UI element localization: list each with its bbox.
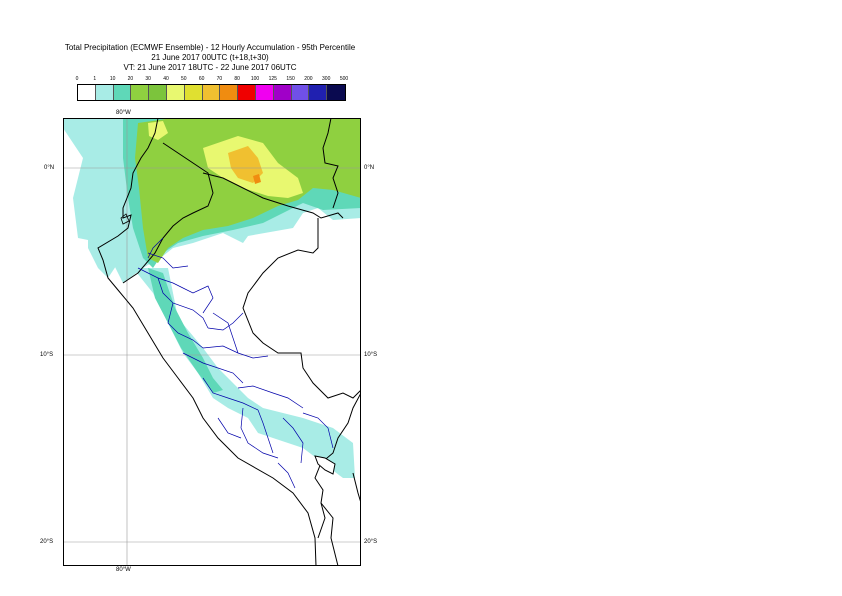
legend-label: 125 [268, 76, 277, 82]
legend-swatch [166, 85, 185, 100]
legend-label: 60 [198, 76, 205, 82]
precip-area-yellowgreen-small [148, 121, 168, 140]
map-canvas [63, 117, 362, 567]
precip-area-light-west [88, 228, 118, 278]
border-ecuador-peru [122, 142, 214, 284]
legend-label: 1 [93, 76, 97, 82]
legend-swatch [78, 85, 96, 100]
legend-label: 300 [322, 76, 331, 82]
legend-swatch [291, 85, 310, 100]
legend-label: 20 [127, 76, 134, 82]
legend-swatch [184, 85, 203, 100]
coastline [97, 117, 317, 567]
admin-boundaries [137, 237, 334, 489]
legend-label: 150 [286, 76, 295, 82]
border-argentina-chile [352, 472, 362, 504]
legend-label: 0 [75, 76, 79, 82]
precip-area-light-band [133, 268, 355, 478]
legend-swatch [220, 85, 239, 100]
legend-label: 30 [145, 76, 151, 82]
gulf-island [120, 213, 130, 225]
precip-area-orange [228, 146, 263, 183]
border-brazil-peru [242, 218, 362, 399]
border-chile-bolivia [320, 502, 339, 567]
legend-color-bar [77, 84, 346, 101]
legend-label: 80 [234, 76, 240, 82]
lat-label-right-0: 0°N [364, 165, 375, 171]
legend-swatch [273, 85, 292, 100]
precipitation-map [63, 117, 362, 567]
lat-label-left-10s: 10°S [40, 352, 54, 358]
border-colombia-peru [202, 172, 344, 219]
lat-label-right-20s: 20°S [364, 539, 378, 545]
legend-label: 40 [163, 76, 169, 82]
legend-label: 70 [216, 76, 223, 82]
legend-swatch [131, 85, 150, 100]
legend-swatch [327, 85, 345, 100]
title-line-3: VT: 21 June 2017 18UTC - 22 June 2017 06… [123, 63, 297, 72]
legend-swatch [113, 85, 132, 100]
lon-label-top: 80°W [116, 110, 131, 116]
legend-label: 10 [109, 76, 116, 82]
legend-swatch [255, 85, 274, 100]
legend-label: 100 [250, 76, 260, 82]
legend-label: 50 [181, 76, 187, 82]
legend-swatch [202, 85, 221, 100]
title-line-1: Total Precipitation (ECMWF Ensemble) - 1… [64, 43, 356, 52]
legend-swatch [238, 85, 256, 100]
lon-label-bottom: 80°W [116, 567, 131, 573]
border-colombia-brazil [322, 117, 339, 209]
lake-titicaca [314, 455, 336, 475]
legend-swatch [149, 85, 167, 100]
lat-label-left-20s: 20°S [40, 539, 54, 545]
precip-area-teal-band [148, 268, 223, 393]
legend-label: 500 [339, 76, 349, 82]
lat-label-left-0: 0°N [44, 165, 55, 171]
precip-area-red-dot [253, 174, 261, 184]
title-line-2: 21 June 2017 00UTC (t+18,t+30) [151, 53, 269, 62]
lat-label-right-10s: 10°S [364, 352, 378, 358]
map-title: Total Precipitation (ECMWF Ensemble) - 1… [40, 43, 380, 73]
legend-swatch [95, 85, 114, 100]
legend-label: 200 [304, 76, 313, 82]
legend-swatch [309, 85, 328, 100]
